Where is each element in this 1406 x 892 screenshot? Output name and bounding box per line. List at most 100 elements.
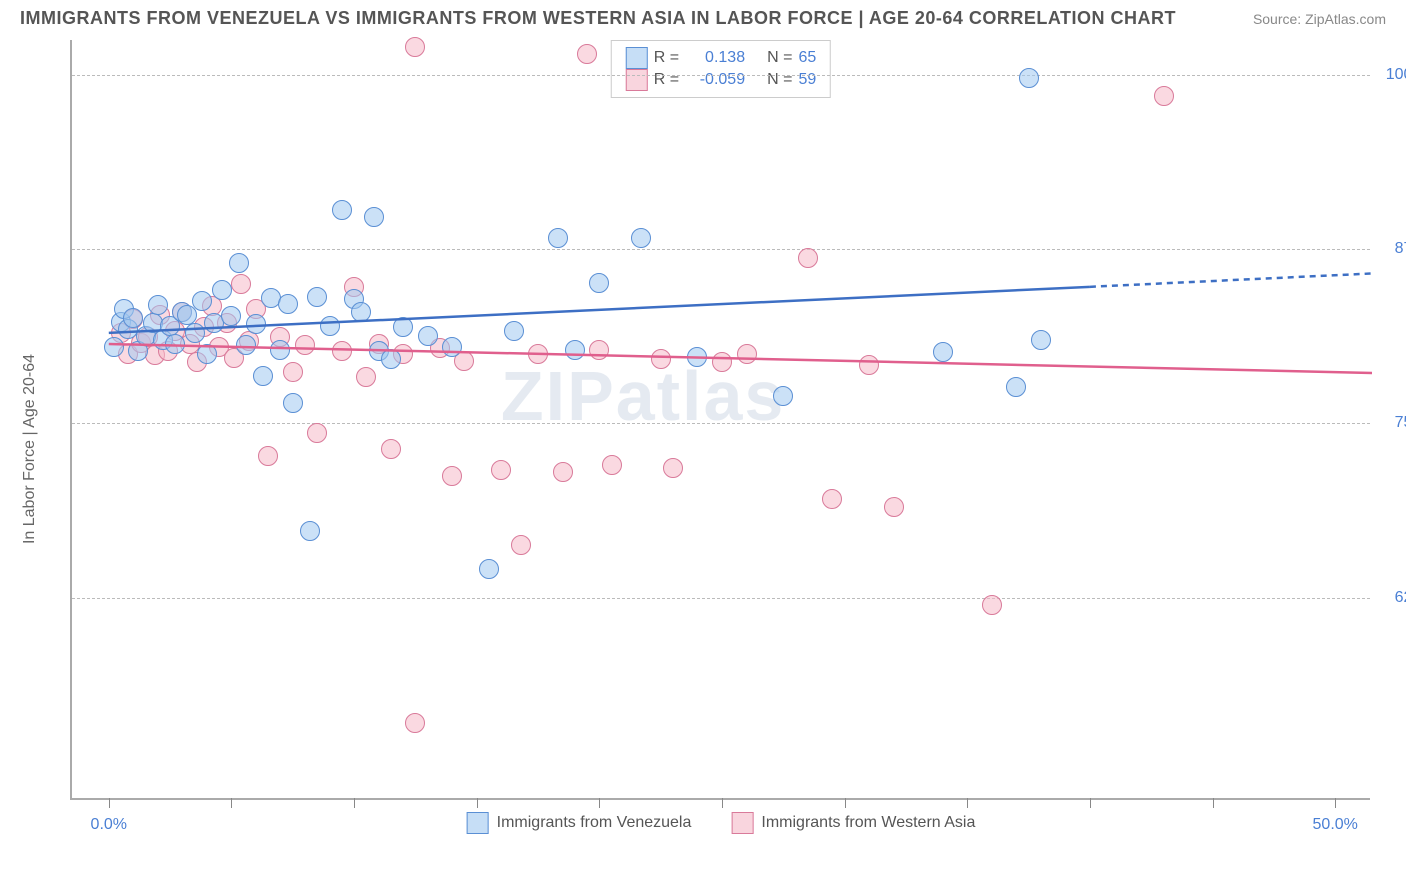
stat-n-label: N =	[767, 49, 792, 67]
data-point	[479, 559, 499, 579]
data-point	[798, 248, 818, 268]
data-point	[712, 352, 732, 372]
y-tick-label: 75.0%	[1395, 414, 1406, 432]
data-point	[381, 349, 401, 369]
x-tick	[1213, 798, 1214, 808]
data-point	[246, 314, 266, 334]
stat-r-label: R =	[654, 71, 679, 89]
data-point	[773, 386, 793, 406]
data-point	[231, 274, 251, 294]
data-point	[381, 439, 401, 459]
plot-area: ZIPatlas R = 0.138 N = 65 R = -0.059 N =…	[70, 40, 1370, 800]
y-tick-label: 62.5%	[1395, 589, 1406, 607]
data-point	[504, 321, 524, 341]
data-point	[565, 340, 585, 360]
data-point	[687, 347, 707, 367]
data-point	[442, 466, 462, 486]
x-tick-label: 50.0%	[1313, 816, 1358, 834]
data-point	[307, 287, 327, 307]
gridline	[72, 598, 1370, 599]
data-point	[589, 340, 609, 360]
data-point	[405, 713, 425, 733]
data-point	[631, 228, 651, 248]
data-point	[104, 337, 124, 357]
x-tick	[599, 798, 600, 808]
data-point	[822, 489, 842, 509]
data-point	[307, 423, 327, 443]
data-point	[123, 308, 143, 328]
y-axis-label: In Labor Force | Age 20-64	[21, 354, 39, 544]
data-point	[553, 462, 573, 482]
data-point	[884, 497, 904, 517]
gridline	[72, 75, 1370, 76]
legend-item: Immigrants from Venezuela	[467, 812, 692, 834]
legend-label: Immigrants from Venezuela	[497, 814, 692, 832]
data-point	[933, 342, 953, 362]
series1-swatch	[467, 812, 489, 834]
data-point	[737, 344, 757, 364]
gridline	[72, 249, 1370, 250]
data-point	[283, 362, 303, 382]
data-point	[356, 367, 376, 387]
data-point	[270, 340, 290, 360]
data-point	[165, 334, 185, 354]
series2-swatch	[626, 69, 648, 91]
data-point	[253, 366, 273, 386]
data-point	[197, 344, 217, 364]
x-tick-label: 0.0%	[91, 816, 127, 834]
stat-r-label: R =	[654, 49, 679, 67]
x-tick	[967, 798, 968, 808]
data-point	[229, 253, 249, 273]
x-tick	[231, 798, 232, 808]
data-point	[295, 335, 315, 355]
stat-n-value: 59	[798, 71, 816, 89]
data-point	[577, 44, 597, 64]
data-point	[651, 349, 671, 369]
data-point	[221, 306, 241, 326]
bottom-legend: Immigrants from Venezuela Immigrants fro…	[467, 812, 976, 834]
data-point	[418, 326, 438, 346]
data-point	[982, 595, 1002, 615]
data-point	[278, 294, 298, 314]
data-point	[351, 302, 371, 322]
x-tick	[109, 798, 110, 808]
stat-row: R = 0.138 N = 65	[626, 47, 816, 69]
data-point	[212, 280, 232, 300]
y-tick-label: 87.5%	[1395, 240, 1406, 258]
data-point	[859, 355, 879, 375]
data-point	[393, 317, 413, 337]
data-point	[589, 273, 609, 293]
stat-n-value: 65	[798, 49, 816, 67]
stat-row: R = -0.059 N = 59	[626, 69, 816, 91]
x-tick	[1335, 798, 1336, 808]
data-point	[283, 393, 303, 413]
data-point	[528, 344, 548, 364]
source-attribution: Source: ZipAtlas.com	[1253, 11, 1386, 27]
trend-lines	[72, 40, 1372, 800]
data-point	[148, 295, 168, 315]
data-point	[236, 335, 256, 355]
y-tick-label: 100.0%	[1386, 66, 1406, 84]
correlation-stat-box: R = 0.138 N = 65 R = -0.059 N = 59	[611, 40, 831, 98]
stat-r-value: -0.059	[685, 71, 745, 89]
legend-item: Immigrants from Western Asia	[731, 812, 975, 834]
x-tick	[477, 798, 478, 808]
data-point	[1031, 330, 1051, 350]
x-tick	[1090, 798, 1091, 808]
series2-swatch	[731, 812, 753, 834]
x-tick	[722, 798, 723, 808]
stat-r-value: 0.138	[685, 49, 745, 67]
x-tick	[845, 798, 846, 808]
stat-n-label: N =	[767, 71, 792, 89]
gridline	[72, 423, 1370, 424]
data-point	[405, 37, 425, 57]
series1-swatch	[626, 47, 648, 69]
data-point	[320, 316, 340, 336]
data-point	[1006, 377, 1026, 397]
chart-title: IMMIGRANTS FROM VENEZUELA VS IMMIGRANTS …	[20, 8, 1176, 29]
data-point	[548, 228, 568, 248]
data-point	[1154, 86, 1174, 106]
data-point	[491, 460, 511, 480]
data-point	[1019, 68, 1039, 88]
data-point	[332, 341, 352, 361]
